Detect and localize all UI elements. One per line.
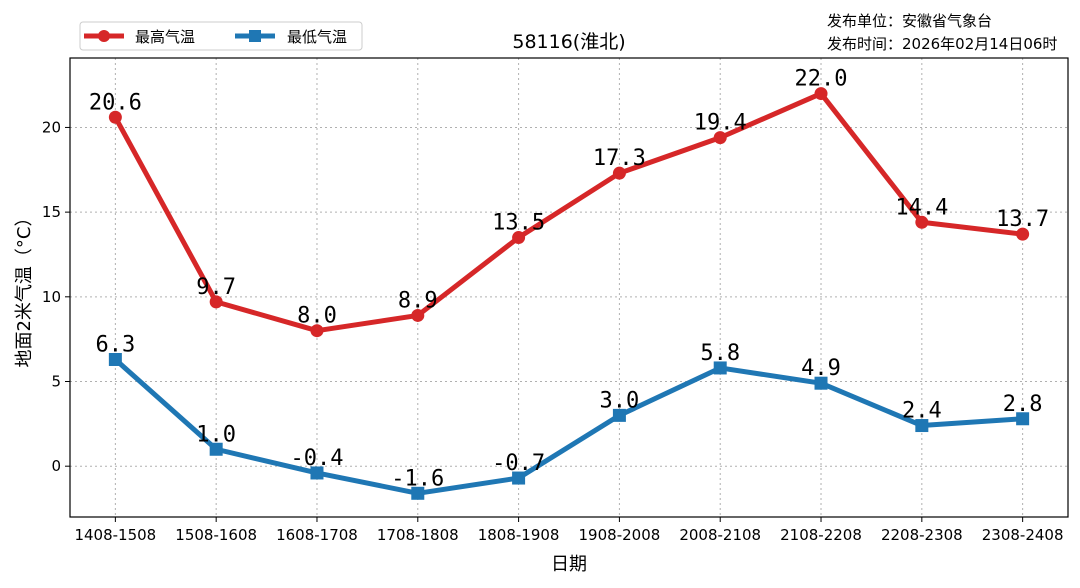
data-label: 2.8 (1003, 392, 1043, 417)
data-label: 4.9 (801, 356, 841, 381)
x-tick-label: 2008-2108 (679, 526, 761, 544)
x-tick-label: 2208-2308 (881, 526, 963, 544)
data-label: -1.6 (391, 466, 444, 491)
data-point (310, 466, 324, 480)
data-label: 20.6 (89, 90, 142, 115)
data-point (814, 376, 828, 390)
series-line-min (113, 357, 1023, 496)
x-tick-label: 1708-1808 (377, 526, 459, 544)
data-label: 22.0 (795, 67, 848, 92)
data-point (612, 166, 626, 180)
data-label: 14.4 (895, 195, 948, 220)
legend: 最高气温 最低气温 (79, 21, 363, 51)
publish-time: 发布时间：2026年02月14日06时 (827, 35, 1057, 53)
data-point (1016, 227, 1030, 241)
data-label: 2.4 (902, 399, 942, 424)
publisher-unit: 发布单位：安徽省气象台 (827, 12, 992, 30)
data-label: 8.9 (398, 288, 438, 313)
data-point (814, 87, 828, 101)
data-point (209, 442, 223, 456)
data-label: 17.3 (593, 146, 646, 171)
data-label: 8.0 (297, 304, 337, 329)
y-tick-label: 0 (51, 457, 61, 475)
legend-circle-marker-icon (98, 30, 110, 42)
data-point (512, 231, 526, 245)
data-label: 1.0 (196, 422, 236, 447)
data-label: 13.5 (492, 211, 545, 236)
data-label: 9.7 (196, 275, 236, 300)
series-line-max (113, 91, 1023, 334)
data-point (512, 471, 526, 485)
data-label: 13.7 (996, 207, 1049, 232)
legend-label-min: 最低气温 (287, 28, 347, 46)
data-label: 6.3 (95, 332, 135, 357)
x-tick-label: 1408-1508 (74, 526, 156, 544)
data-label: 3.0 (600, 388, 640, 413)
legend-label-max: 最高气温 (135, 28, 195, 46)
data-point (612, 408, 626, 422)
y-tick-label: 10 (42, 288, 61, 306)
x-tick-label: 1608-1708 (276, 526, 358, 544)
axis-ticks: 1408-1508 1508-1608 1608-1708 1708-1808 1808… (42, 118, 1064, 544)
data-point (108, 110, 122, 124)
x-tick-label: 1808-1908 (478, 526, 560, 544)
chart-title: 58116(淮北) (512, 31, 625, 53)
data-point (915, 419, 929, 433)
x-axis-label: 日期 (551, 554, 587, 575)
x-tick-label: 2308-2408 (982, 526, 1064, 544)
plot-frame (69, 57, 1069, 518)
y-axis-label: 地面2米气温（°C） (14, 208, 35, 367)
x-tick-label: 1908-2008 (579, 526, 661, 544)
data-label: 19.4 (694, 111, 747, 136)
data-label: -0.7 (492, 451, 545, 476)
data-point (310, 324, 324, 338)
series-layer: 20.6 9.7 8.0 8.9 13.5 17.3 19.4 22.0 14.4 13.7 6.3… (89, 67, 1049, 500)
data-point (713, 361, 727, 375)
y-tick-label: 20 (42, 118, 61, 136)
data-label: -0.4 (290, 446, 343, 471)
y-tick-label: 15 (42, 203, 61, 221)
data-point (108, 352, 122, 366)
data-point (1016, 412, 1030, 426)
legend-square-marker-icon (249, 30, 261, 42)
data-label: 5.8 (700, 341, 740, 366)
data-point (713, 131, 727, 145)
data-point (411, 308, 425, 322)
data-point (209, 295, 223, 309)
x-tick-label: 2108-2208 (780, 526, 862, 544)
y-tick-label: 5 (51, 373, 61, 391)
data-point (411, 486, 425, 500)
x-tick-label: 1508-1608 (175, 526, 257, 544)
data-point (915, 215, 929, 229)
